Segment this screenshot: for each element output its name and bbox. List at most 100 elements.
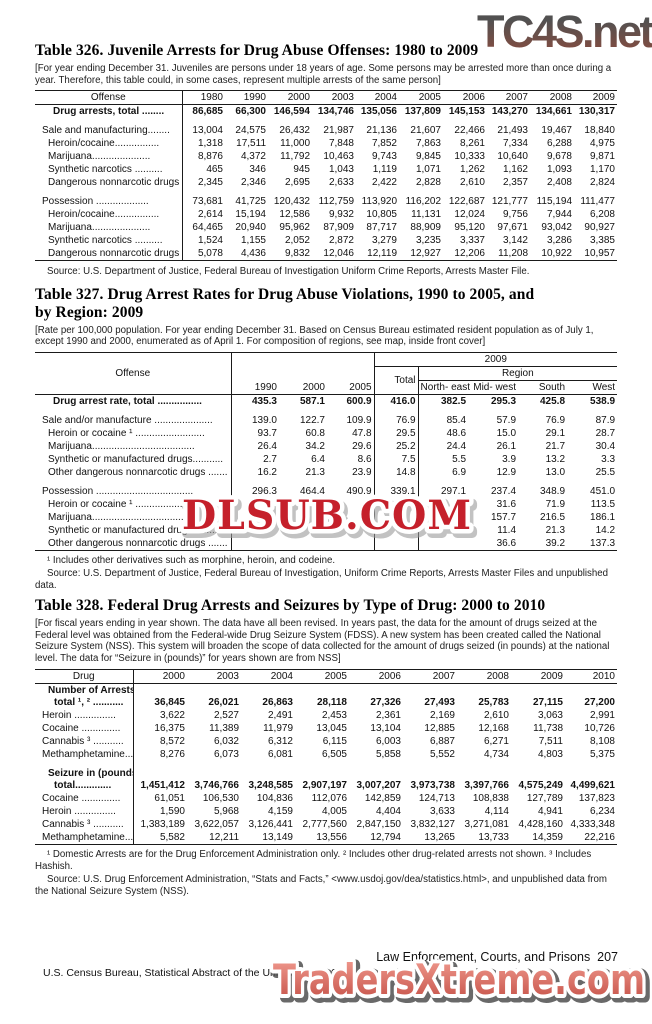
offense-column-header: Offense <box>35 352 232 395</box>
year-column-header: 2006 <box>462 91 485 103</box>
cell-value: 2,610 <box>459 176 485 188</box>
table-row: Other dangerous nonnarcotic drugs ......… <box>35 466 617 480</box>
watermark-dlsub: DLSUB.COM DLSUB.COM DLSUB.COM <box>178 488 480 549</box>
cell-value: 5,858 <box>375 748 401 760</box>
cell-value: 16,375 <box>132 722 187 736</box>
cell-value: 64,465 <box>181 221 225 235</box>
table-327-section: Table 327. Drug Arrest Rates for Drug Ab… <box>35 286 618 592</box>
cell-value: 19,467 <box>541 124 572 136</box>
cell-value: 5.5 <box>417 453 469 467</box>
cell-value: 3,235 <box>415 234 441 246</box>
cell-value <box>373 408 419 415</box>
table-327-title-line2: by Region: 2009 <box>35 303 144 321</box>
cell-value: 7,944 <box>546 208 572 220</box>
cell-value: 12,586 <box>279 208 310 220</box>
cell-value: 85.4 <box>417 414 469 428</box>
cell-value: 76.9 <box>545 414 566 426</box>
table-327-note: [Rate per 100,000 population. For year e… <box>35 324 594 348</box>
year-column-header: 2004 <box>270 670 293 682</box>
cell-value: 1,043 <box>328 163 354 175</box>
table-row: Dangerous nonnarcotic drugs . 5,078 4,436 9… <box>35 247 617 261</box>
table-row: Heroin ............... 3,622 2,527 2,491 2,4… <box>35 709 617 723</box>
cell-value: 11,738 <box>533 722 563 734</box>
region-column-header: Mid- west <box>473 381 517 393</box>
cell-value: 113,920 <box>361 195 397 207</box>
cell-value: 17,511 <box>236 137 266 149</box>
watermark-tradersxtreme: TradersXtreme.com TradersXtreme.com Trad… <box>269 951 652 1013</box>
row-label: Other dangerous nonnarcotic drugs ......… <box>48 537 228 549</box>
row-label: Methamphetamine...... <box>42 748 133 760</box>
region-column-header: South <box>538 381 566 393</box>
cell-value: 145,153 <box>448 105 485 117</box>
cell-value: 2,695 <box>284 176 310 188</box>
cell-value: 10,957 <box>584 247 615 259</box>
cell-value: 3.3 <box>601 453 616 465</box>
cell-value: 4,803 <box>537 748 563 760</box>
year-column-header: 1980 <box>200 91 223 103</box>
cell-value: 135,056 <box>360 105 397 117</box>
cell-value: 11,208 <box>498 247 528 259</box>
row-label: Dangerous nonnarcotic drugs . <box>48 176 182 188</box>
cell-value: 8,876 <box>181 150 225 164</box>
cell-value: 464.4 <box>299 485 325 497</box>
table-326-body: Drug arrests, total ........ 86,685 66,300… <box>35 104 617 261</box>
cell-value: 3,337 <box>459 234 485 246</box>
year-column-header: 2007 <box>505 91 528 103</box>
table-327-title: Table 327. Drug Arrest Rates for Drug Ab… <box>35 286 617 322</box>
cell-value: 112,076 <box>311 792 347 804</box>
cell-value: 86,685 <box>181 104 225 119</box>
cell-value: 22,466 <box>454 124 485 136</box>
cell-value: 113.5 <box>590 498 616 510</box>
cell-value: 1,590 <box>132 805 187 819</box>
cell-value: 13,104 <box>370 722 401 734</box>
cell-value: 104,836 <box>256 792 293 804</box>
cell-value <box>417 498 469 512</box>
cell-value: 12,046 <box>323 247 354 259</box>
table-328-footnotes: ¹ Domestic Arrests are for the Drug Enfo… <box>35 849 592 872</box>
cell-value: 1,383,189 <box>132 818 187 832</box>
cell-value: 538.9 <box>590 395 616 407</box>
cell-value: 6,208 <box>589 208 615 220</box>
region-column-header: West <box>592 381 616 393</box>
cell-value: 111,477 <box>580 195 615 207</box>
cell-value: 5,968 <box>213 805 239 817</box>
cell-value: 2,991 <box>589 709 615 721</box>
row-label: Cannabis ³ ........... <box>42 818 124 830</box>
row-label: Dangerous nonnarcotic drugs . <box>48 247 182 259</box>
cell-value: 9,845 <box>415 150 441 162</box>
cell-value: 122.7 <box>299 414 325 426</box>
cell-value: 1,170 <box>589 163 615 175</box>
cell-value: 6,234 <box>589 805 615 817</box>
cell-value <box>417 524 469 538</box>
cell-value: 122,687 <box>448 195 485 207</box>
cell-value: 143,270 <box>491 105 528 117</box>
cell-value: 9,678 <box>546 150 572 162</box>
cell-value: 13,265 <box>424 831 455 843</box>
cell-value: 21.3 <box>305 466 325 478</box>
year-column-header: 2009 <box>592 91 615 103</box>
cell-value: 4,436 <box>240 247 266 259</box>
cell-value: 8,572 <box>132 735 187 749</box>
table-row: Heroin/cocaine................ 1,318 17,51… <box>35 137 617 151</box>
cell-value <box>132 761 187 768</box>
year-column-header: 2000 <box>287 91 310 103</box>
cell-value: 25.5 <box>595 466 616 478</box>
cell-value: 12,794 <box>370 831 401 843</box>
cell-value: 339.1 <box>373 485 419 499</box>
cell-value: 6,312 <box>267 735 293 747</box>
row-label: Methamphetamine...... <box>42 831 133 843</box>
cell-value: 21,493 <box>497 124 528 136</box>
cell-value: 3.9 <box>502 453 517 465</box>
cell-value: 12,927 <box>410 247 441 259</box>
cell-value: 106,530 <box>202 792 239 804</box>
table-row: Synthetic or manufactured drugs.........… <box>35 453 617 467</box>
cell-value: 11.4 <box>497 524 517 536</box>
cell-value: 2,491 <box>267 709 293 721</box>
cell-value: 13.0 <box>545 466 566 478</box>
table-326-header: Offense 1980 1990 2000 2003 2004 2005 2006 2007… <box>35 90 617 105</box>
cell-value: 29.1 <box>545 427 566 439</box>
cell-value: 3,973,738 <box>410 779 456 791</box>
cell-value: 1,262 <box>459 163 485 175</box>
cell-value: 945 <box>293 163 310 175</box>
cell-value: 10,726 <box>584 722 615 734</box>
